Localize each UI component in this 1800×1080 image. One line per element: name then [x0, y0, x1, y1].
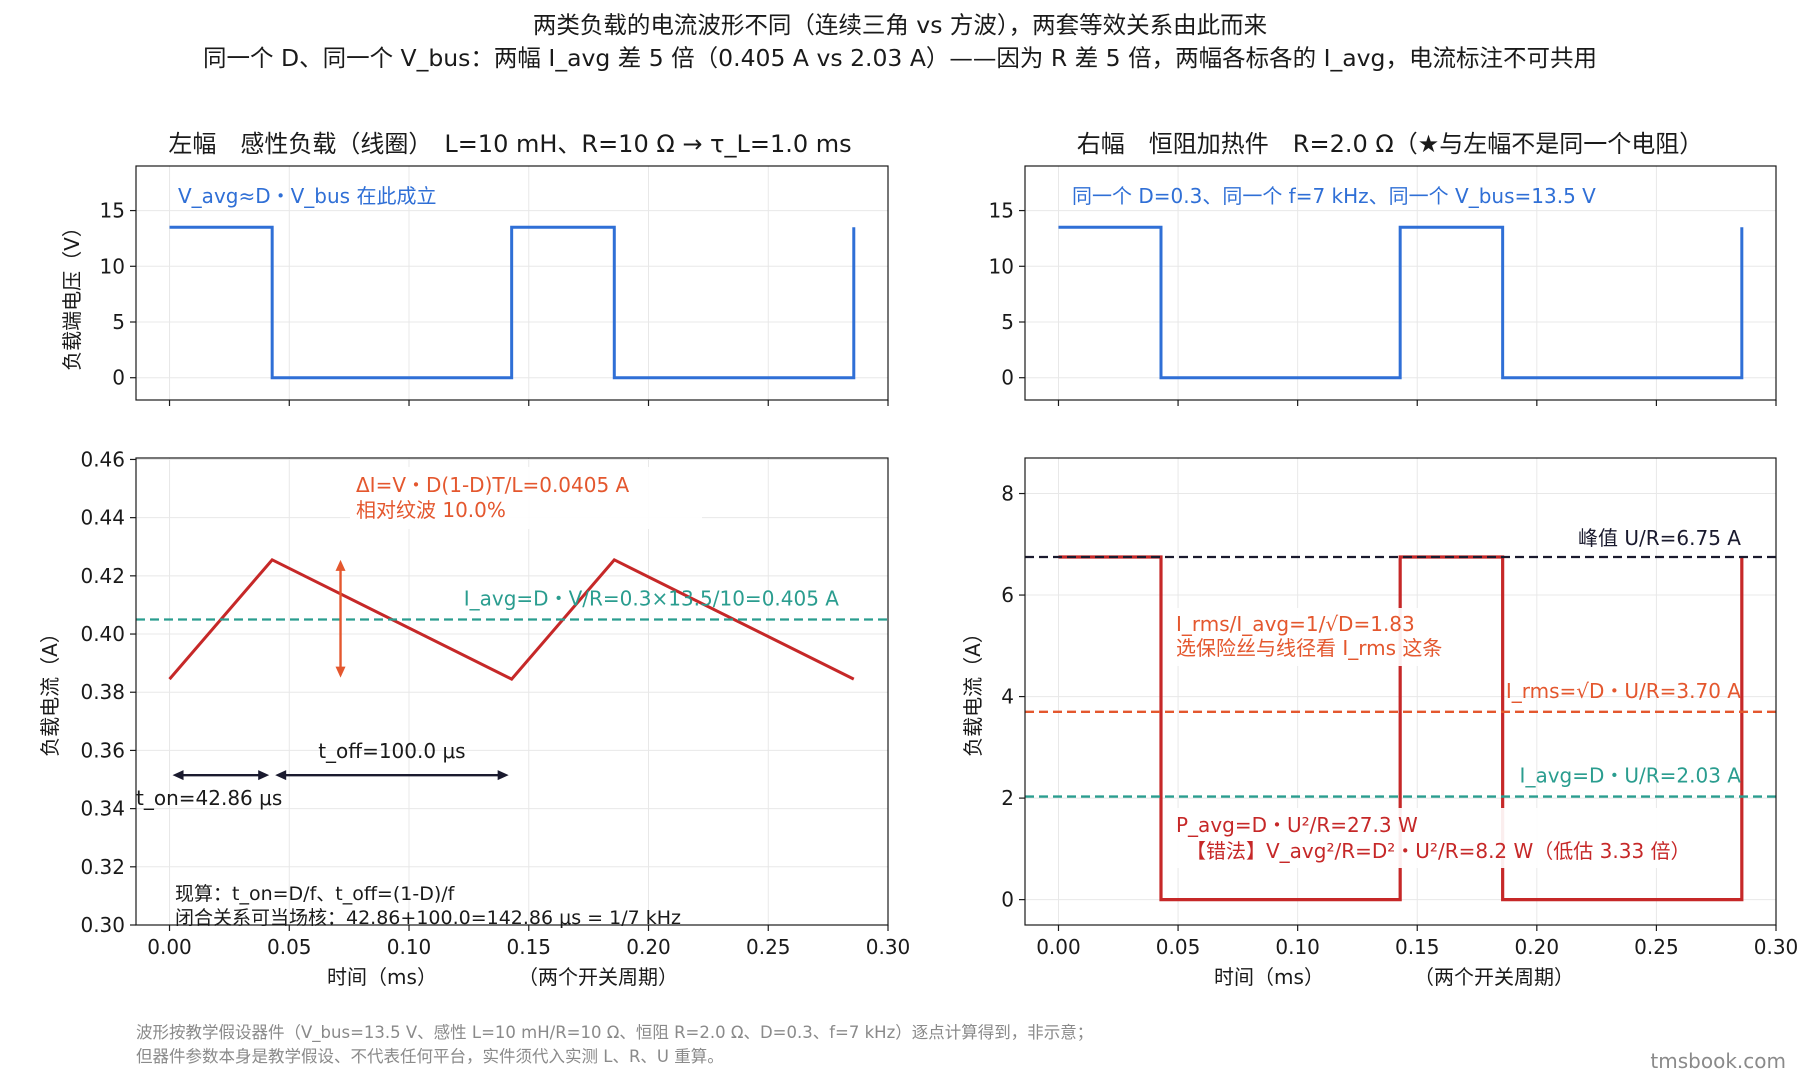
x-tick-label: 0.25 [1634, 935, 1679, 959]
x-tick-label: 0.05 [1156, 935, 1201, 959]
right-xlabel-periods: （两个开关周期） [1414, 965, 1574, 989]
toff-arrow-head-left [275, 770, 287, 781]
y-tick-label: 0.32 [80, 855, 125, 879]
y-tick-label: 0.40 [80, 622, 125, 646]
power-avg-note: P_avg=D・U²/R=27.3 W [1176, 813, 1418, 837]
x-tick-label: 0.20 [626, 935, 671, 959]
y-tick-label: 5 [1001, 310, 1014, 334]
y-tick-label: 4 [1001, 685, 1014, 709]
peak-current-label: 峰值 U/R=6.75 A [1578, 526, 1741, 550]
left-current-plot: 0.00 0.05 0.10 0.15 0.20 0.25 0.30 0.30 0.32 0.34… [80, 447, 910, 959]
right-current-ylabel: 负载电流（A） [961, 623, 985, 757]
y-tick-label: 0 [112, 366, 125, 390]
ripple-note-percent: 相对纹波 10.0% [356, 498, 506, 522]
x-tick-label: 0.20 [1515, 935, 1560, 959]
figure-title-line2: 同一个 D、同一个 V_bus：两幅 I_avg 差 5 倍（0.405 A v… [203, 44, 1597, 72]
left-voltage-plot: 0 5 10 15 V_avg≈D・V_bus 在此成立 [100, 165, 889, 406]
y-tick-label: 0.46 [80, 447, 125, 471]
y-tick-label: 10 [989, 254, 1014, 278]
y-tick-label: 0 [1001, 888, 1014, 912]
y-tick-label: 0.44 [80, 506, 125, 530]
y-tick-label: 10 [100, 254, 125, 278]
avg-current-label: I_avg=D・V/R=0.3×13.5/10=0.405 A [464, 586, 840, 610]
x-tick-label: 0.10 [1275, 935, 1320, 959]
figure-title-line1: 两类负载的电流波形不同（连续三角 vs 方波），两套等效关系由此而来 [533, 11, 1267, 39]
ripple-note-background [350, 467, 702, 529]
ton-arrow-head-right [258, 770, 270, 781]
y-tick-label: 15 [100, 199, 125, 223]
power-wrong-method-note: 【错法】V_avg²/R=D²・U²/R=8.2 W（低估 3.33 倍） [1186, 839, 1691, 863]
right-panel-title: 右幅 恒阻加热件 R=2.0 Ω（★与左幅不是同一个电阻） [1077, 130, 1703, 158]
right-xlabel-time: 时间（ms） [1214, 965, 1324, 989]
avg-current-label: I_avg=D・U/R=2.03 A [1520, 764, 1742, 788]
y-tick-label: 0.34 [80, 797, 125, 821]
left-panel-title: 左幅 感性负载（线圈） L=10 mH、R=10 Ω → τ_L=1.0 ms [168, 130, 851, 158]
x-tick-label: 0.15 [506, 935, 551, 959]
right-current-plot: 0.00 0.05 0.10 0.15 0.20 0.25 0.30 0 2 4 6 8 峰值 U/R=… [1001, 457, 1799, 959]
right-voltage-plot: 0 5 10 15 同一个 D=0.3、同一个 f=7 kHz、同一个 V_bus=13… [989, 165, 1777, 406]
rms-current-label: I_rms=√D・U/R=3.70 A [1506, 679, 1741, 703]
y-tick-label: 15 [989, 199, 1014, 223]
ton-arrow-head-left [172, 770, 184, 781]
left-voltage-ylabel: 负载端电压（V） [60, 217, 84, 371]
x-tick-label: 0.05 [267, 935, 312, 959]
t-on-label: t_on=42.86 μs [136, 786, 282, 810]
ripple-note-formula: ΔI=V・D(1-D)T/L=0.0405 A [356, 473, 630, 497]
x-tick-label: 0.15 [1395, 935, 1440, 959]
x-tick-label: 0.30 [1754, 935, 1799, 959]
footer-note-line2: 但器件参数本身是教学假设、不代表任何平台，实件须代入实测 L、R、U 重算。 [136, 1047, 724, 1066]
power-note-background [1172, 808, 1732, 868]
toff-arrow-head-right [497, 770, 509, 781]
calc-note-line1: 现算：t_on=D/f、t_off=(1-D)/f [175, 883, 456, 905]
y-tick-label: 0 [1001, 366, 1014, 390]
resistive-current-trace [1058, 555, 1744, 902]
t-off-label: t_off=100.0 μs [318, 739, 465, 763]
x-tick-label: 0.00 [147, 935, 192, 959]
plot-frame [1024, 165, 1777, 401]
voltage-annotation: 同一个 D=0.3、同一个 f=7 kHz、同一个 V_bus=13.5 V [1072, 184, 1596, 208]
fuse-choice-note: 选保险丝与线径看 I_rms 这条 [1176, 636, 1442, 660]
plot-frame [135, 165, 889, 401]
y-tick-label: 0.36 [80, 738, 125, 762]
brand-watermark: tmsbook.com [1650, 1049, 1786, 1073]
voltage-annotation: V_avg≈D・V_bus 在此成立 [178, 184, 436, 208]
plot-frame [1024, 457, 1777, 926]
inductive-current-trace [168, 557, 855, 681]
ripple-arrow-head-down [335, 666, 346, 678]
voltage-trace [1058, 225, 1744, 380]
x-tick-label: 0.00 [1036, 935, 1081, 959]
y-tick-label: 2 [1001, 786, 1014, 810]
plot-frame [135, 457, 889, 926]
y-tick-label: 8 [1001, 482, 1014, 506]
rms-ratio-note: I_rms/I_avg=1/√D=1.83 [1176, 612, 1415, 636]
x-tick-label: 0.10 [387, 935, 432, 959]
y-tick-label: 0.42 [80, 564, 125, 588]
y-tick-label: 0.30 [80, 913, 125, 937]
voltage-trace [169, 225, 856, 380]
left-xlabel-time: 时间（ms） [327, 965, 437, 989]
ripple-arrow-head-up [335, 559, 346, 571]
calc-note-line2: 闭合关系可当场核：42.86+100.0=142.86 μs = 1/7 kHz [175, 907, 681, 929]
y-tick-label: 0.38 [80, 680, 125, 704]
x-tick-label: 0.30 [866, 935, 911, 959]
y-tick-label: 6 [1001, 583, 1014, 607]
footer-note-line1: 波形按教学假设器件（V_bus=13.5 V、感性 L=10 mH/R=10 Ω… [136, 1023, 1093, 1043]
x-tick-label: 0.25 [746, 935, 791, 959]
left-current-ylabel: 负载电流（A） [38, 623, 62, 757]
left-xlabel-periods: （两个开关周期） [518, 965, 678, 989]
rms-note-background [1172, 608, 1472, 666]
y-tick-label: 5 [112, 310, 125, 334]
